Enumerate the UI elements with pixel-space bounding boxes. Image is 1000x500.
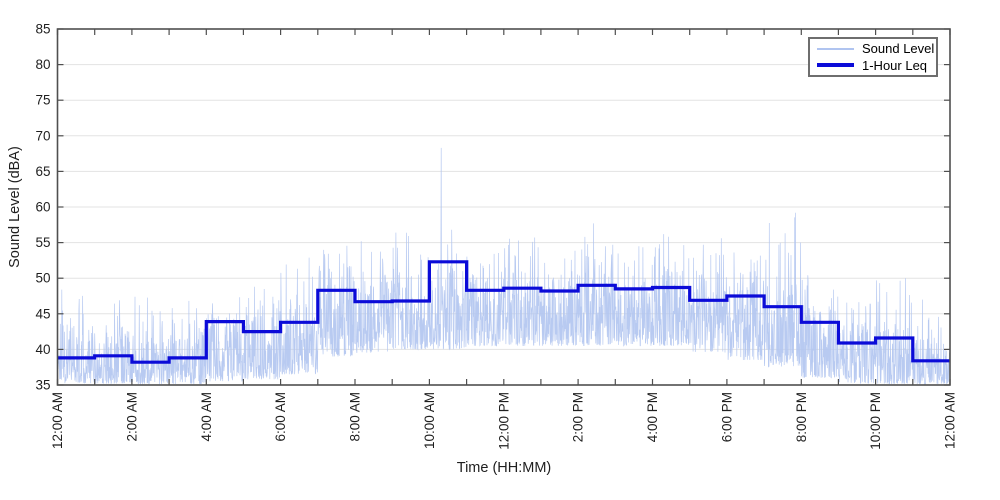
svg-text:75: 75 <box>35 93 50 108</box>
x-axis-label: Time (HH:MM) <box>456 460 552 476</box>
legend: Sound Level 1-Hour Leq <box>808 37 938 77</box>
y-tick-labels: 35 40 45 50 55 60 65 70 75 80 85 <box>35 22 50 393</box>
svg-text:55: 55 <box>35 235 50 250</box>
svg-text:50: 50 <box>35 271 50 286</box>
svg-text:45: 45 <box>35 306 50 321</box>
svg-text:2:00 PM: 2:00 PM <box>571 392 586 442</box>
legend-item-1-hour-leq: 1-Hour Leq <box>817 58 929 73</box>
svg-text:8:00 PM: 8:00 PM <box>794 392 809 442</box>
svg-text:10:00 PM: 10:00 PM <box>868 392 883 450</box>
svg-text:4:00 PM: 4:00 PM <box>645 392 660 442</box>
sound-level-series <box>57 147 951 386</box>
legend-label-sound-level: Sound Level <box>862 41 935 57</box>
y-gridlines <box>57 64 950 350</box>
svg-text:6:00 AM: 6:00 AM <box>273 392 288 442</box>
leq-series <box>57 260 950 364</box>
leq-line-swatch <box>817 63 854 68</box>
svg-text:12:00 AM: 12:00 AM <box>943 392 958 449</box>
y-axis-label: Sound Level (dBA) <box>7 146 23 268</box>
svg-text:12:00 PM: 12:00 PM <box>496 392 511 450</box>
svg-text:70: 70 <box>35 128 50 143</box>
svg-text:60: 60 <box>35 200 50 215</box>
legend-item-sound-level: Sound Level <box>817 41 934 56</box>
svg-text:35: 35 <box>35 378 50 393</box>
svg-text:12:00 AM: 12:00 AM <box>50 392 65 449</box>
svg-text:40: 40 <box>35 342 50 357</box>
tick-marks <box>56 28 951 386</box>
svg-text:6:00 PM: 6:00 PM <box>719 392 734 442</box>
svg-text:8:00 AM: 8:00 AM <box>348 392 363 442</box>
x-tick-labels: 12:00 AM 2:00 AM 4:00 AM 6:00 AM 8:00 AM 10:0… <box>50 392 958 450</box>
legend-label-1-hour-leq: 1-Hour Leq <box>862 57 928 73</box>
svg-text:65: 65 <box>35 164 50 179</box>
sound-level-line-swatch <box>817 47 854 50</box>
svg-text:10:00 AM: 10:00 AM <box>422 392 437 449</box>
svg-text:80: 80 <box>35 57 50 72</box>
svg-text:85: 85 <box>35 22 50 37</box>
svg-text:2:00 AM: 2:00 AM <box>124 392 139 442</box>
svg-text:4:00 AM: 4:00 AM <box>199 392 214 442</box>
